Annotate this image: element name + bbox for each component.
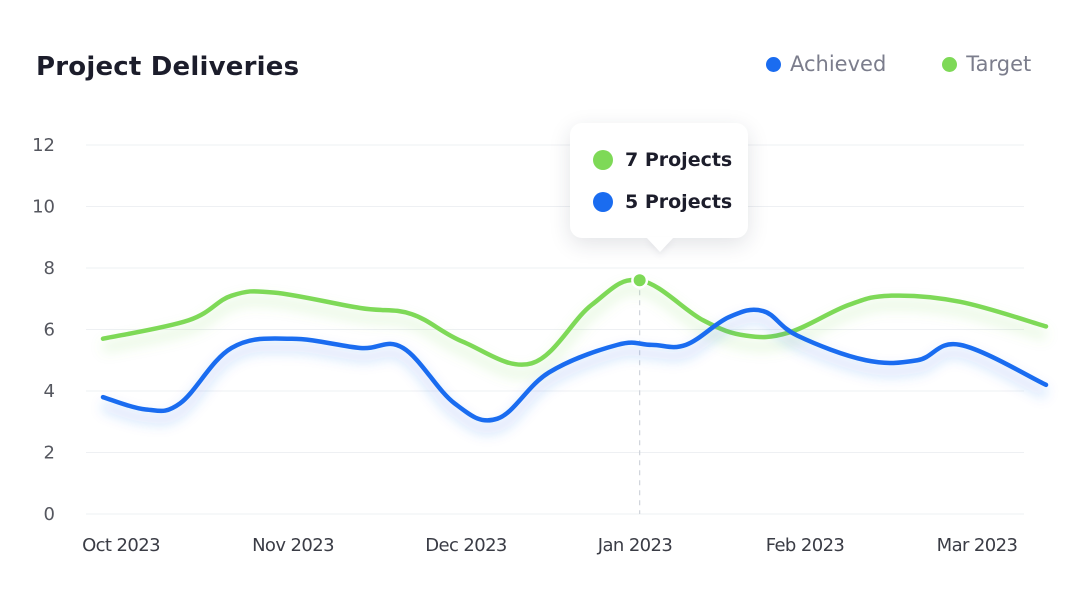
chart-title: Project Deliveries <box>36 52 300 82</box>
legend-label-achieved: Achieved <box>790 52 887 76</box>
legend-dot-target <box>942 56 958 72</box>
y-tick-label: 10 <box>32 197 55 218</box>
hover-marker-target[interactable] <box>633 274 646 287</box>
y-tick-label: 0 <box>44 504 55 525</box>
x-axis: Oct 2023 Nov 2023 Dec 2023 Jan 2023 Feb 2023… <box>82 535 1018 556</box>
series-lines <box>100 277 1049 435</box>
chart-legend: Achieved Target <box>766 52 1031 76</box>
legend-label-target: Target <box>966 52 1032 76</box>
legend-dot-achieved <box>766 56 781 72</box>
y-tick-label: 8 <box>44 258 55 279</box>
y-tick-label: 12 <box>32 135 55 156</box>
legend-item-target[interactable]: Target <box>942 52 1031 76</box>
tooltip-dot-achieved <box>593 192 613 212</box>
x-tick-label: Mar 2023 <box>937 535 1018 556</box>
x-tick-label: Nov 2023 <box>252 535 334 556</box>
x-tick-label: Dec 2023 <box>425 535 507 556</box>
x-tick-label: Feb 2023 <box>766 535 845 556</box>
series-glow-achieved <box>101 313 1049 435</box>
chart-tooltip: 7 Projects 5 Projects <box>570 123 748 238</box>
y-tick-label: 2 <box>44 443 55 464</box>
tooltip-value-achieved: 5 Projects <box>625 191 733 213</box>
tooltip-row-achieved: 5 Projects <box>593 189 732 215</box>
legend-item-achieved[interactable]: Achieved <box>766 52 886 76</box>
y-tick-label: 6 <box>44 320 55 341</box>
grid-lines <box>86 144 1024 515</box>
x-tick-label: Jan 2023 <box>597 535 673 556</box>
y-axis: 0 2 4 6 8 10 12 <box>32 135 55 525</box>
series-line-target[interactable] <box>100 277 1049 367</box>
tooltip-value-target: 7 Projects <box>625 149 733 171</box>
hover-markers <box>631 271 649 289</box>
series-line-achieved[interactable] <box>100 307 1049 423</box>
x-tick-label: Oct 2023 <box>82 535 160 556</box>
tooltip-row-target: 7 Projects <box>593 147 732 173</box>
y-tick-label: 4 <box>44 381 55 402</box>
tooltip-dot-target <box>593 150 613 170</box>
series-glow-target <box>101 283 1048 379</box>
